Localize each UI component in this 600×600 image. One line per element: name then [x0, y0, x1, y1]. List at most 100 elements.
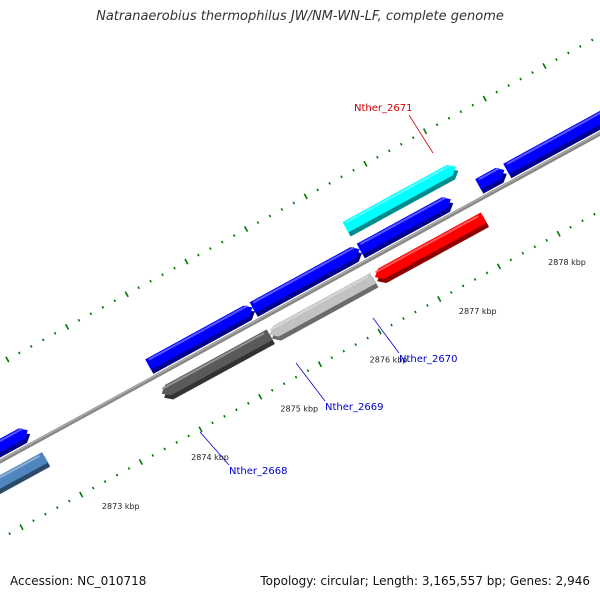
feature-highlight: [148, 305, 248, 361]
scale-dot: [247, 401, 250, 405]
kbp-tick-label: 2875 kbp: [280, 404, 318, 413]
scale-dot: [209, 247, 212, 251]
scale-dot: [151, 454, 155, 457]
scale-dot: [19, 524, 24, 531]
kbp-tick-label: 2876 kbp: [370, 356, 408, 365]
feature-nther-2671[interactable]: [374, 212, 490, 284]
feature-highlight: [375, 215, 479, 274]
scale-dot: [473, 277, 477, 281]
scale-dot: [328, 181, 331, 185]
scale-dot: [414, 310, 417, 314]
scale-dot: [402, 317, 405, 320]
scale-dot: [519, 77, 522, 81]
scale-dot: [376, 155, 379, 159]
feature-face: [269, 272, 377, 337]
scale-dot: [44, 512, 47, 516]
feature-face: [374, 212, 487, 280]
feature-leader-line: [295, 362, 326, 402]
scale-dot: [280, 208, 284, 211]
feature-label[interactable]: Nther_2670: [399, 354, 457, 365]
scale-dot: [390, 323, 393, 327]
scale-dot: [64, 323, 70, 330]
scale-dot: [89, 312, 93, 316]
kbp-tick-label: 2878 kbp: [548, 258, 586, 267]
feature-nther-2668[interactable]: [0, 452, 51, 530]
scale-dot: [581, 219, 584, 223]
scale-dot: [449, 291, 453, 294]
scale-dot: [507, 84, 510, 88]
kbp-tick-label: 2874 kbp: [191, 453, 229, 462]
scale-dot: [137, 286, 140, 290]
cds-forward-1[interactable]: [145, 305, 255, 374]
feature-highlight: [0, 454, 41, 479]
scale-dot: [294, 375, 298, 379]
scale-dot: [590, 38, 594, 42]
scale-dot: [56, 506, 59, 510]
scale-dot: [68, 499, 71, 503]
feature-nther-2671[interactable]: [342, 164, 459, 237]
scale-dot: [352, 168, 355, 172]
feature-highlight: [345, 164, 451, 224]
scale-dot: [459, 110, 463, 114]
feature-leader-line: [408, 114, 434, 154]
scale-dot: [485, 271, 489, 275]
scale-dot: [235, 408, 238, 412]
scale-dot: [184, 258, 189, 265]
scale-dot: [282, 382, 286, 386]
scale-dot: [232, 234, 236, 237]
kbp-tick-label: 2877 kbp: [459, 307, 497, 316]
cds-forward-0[interactable]: [0, 427, 31, 505]
scale-dot: [482, 95, 487, 102]
scale-dot: [29, 344, 33, 348]
feature-face: [0, 452, 48, 489]
scale-dot: [197, 253, 200, 257]
feature-face: [0, 428, 28, 453]
feature-face: [145, 305, 253, 370]
feature-highlight: [506, 112, 600, 165]
feature-label[interactable]: Nther_2671: [354, 103, 412, 114]
cds-forward-2[interactable]: [249, 246, 362, 317]
scale-dot: [79, 491, 84, 498]
scale-dot: [316, 188, 319, 192]
feature-labels-layer: Nther_2668 Nther_2669 Nther_2670 Nther_2671: [199, 103, 457, 477]
scale-dot: [447, 116, 451, 120]
cds-forward-4[interactable]: [475, 167, 507, 194]
scale-dot: [388, 149, 391, 153]
scale-dot: [340, 175, 343, 179]
scale-dot: [77, 318, 81, 322]
scale-dot: [342, 349, 346, 353]
scale-dot: [211, 421, 214, 425]
scale-dot: [292, 201, 296, 205]
scale-dot: [220, 240, 224, 244]
feature-highlight: [478, 167, 500, 181]
tick-dots-layer: [5, 38, 596, 536]
feature-label[interactable]: Nther_2668: [229, 466, 287, 477]
scale-dot: [569, 225, 572, 229]
feature-face: [475, 168, 505, 190]
scale-dot: [496, 263, 502, 270]
scale-dot: [578, 45, 582, 48]
feature-label[interactable]: Nther_2669: [325, 402, 383, 413]
cds-forward-5[interactable]: [503, 106, 600, 179]
scale-dot: [32, 519, 35, 523]
feature-highlight: [161, 332, 265, 390]
scale-dot: [303, 193, 308, 200]
scale-dot: [521, 251, 525, 255]
genome-backbone: [0, 131, 600, 464]
cds-forward-3[interactable]: [356, 196, 454, 259]
scale-dot: [18, 351, 21, 355]
feature-nther-2668[interactable]: [161, 329, 275, 400]
kbp-tick-label: 2873 kbp: [102, 502, 140, 511]
scale-dot: [268, 214, 272, 218]
feature-face: [249, 247, 360, 313]
scale-dot: [5, 356, 10, 363]
scale-dot: [542, 63, 547, 70]
scale-dot: [270, 388, 274, 392]
scale-dot: [223, 414, 226, 418]
feature-nther-2669[interactable]: [269, 272, 379, 341]
scale-dot: [173, 266, 176, 270]
feature-leader-line: [372, 317, 400, 354]
feature-face: [161, 329, 273, 396]
scale-dot: [366, 336, 369, 340]
scale-dot: [531, 71, 534, 74]
